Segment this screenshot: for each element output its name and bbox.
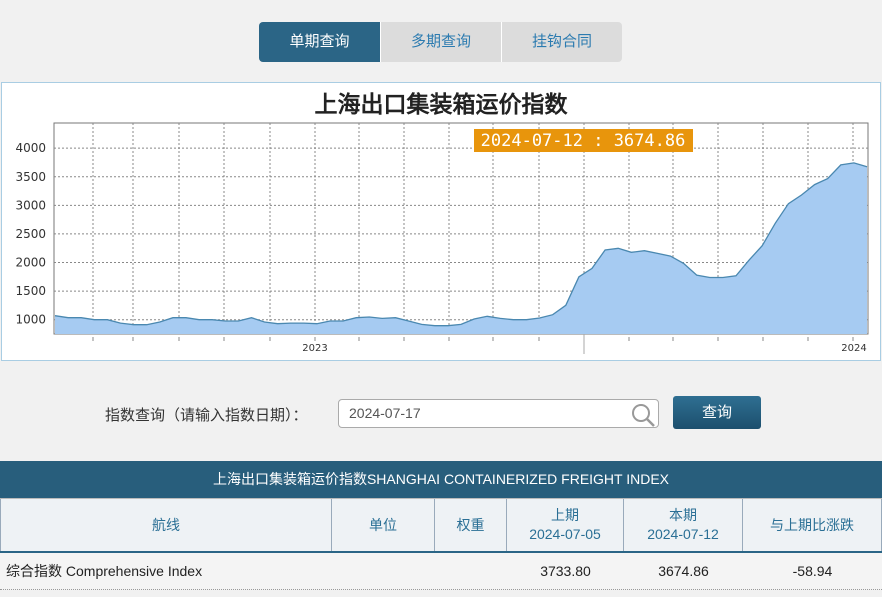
x-tick-label: 2024 (841, 343, 866, 354)
table-row: 综合指数 Comprehensive Index 3733.80 3674.86… (0, 553, 882, 590)
cell-unit (332, 553, 435, 589)
tab-linked-contracts[interactable]: 挂钩合同 (501, 22, 622, 62)
area-fill (55, 162, 867, 334)
header-previous-date: 2024-07-05 (529, 526, 601, 542)
tooltip-text: 2024-07-12 : 3674.86 (481, 131, 686, 151)
table-header: 航线 单位 权重 上期 2024-07-05 本期 2024-07-12 与上期比涨… (0, 498, 882, 553)
index-chart[interactable]: 1000 1500 2000 2500 3000 3500 4000 2023 2024 2024… (2, 83, 882, 362)
header-unit: 单位 (332, 499, 435, 551)
header-current-date: 2024-07-12 (647, 526, 719, 542)
cell-previous: 3733.80 (540, 563, 591, 579)
table-caption: 上海出口集装箱运价指数SHANGHAI CONTAINERIZED FREIGH… (0, 461, 882, 498)
y-tick-label: 2500 (15, 227, 46, 241)
y-tick-label: 3000 (15, 198, 46, 212)
index-table: 上海出口集装箱运价指数SHANGHAI CONTAINERIZED FREIGH… (0, 461, 882, 590)
cell-weight (435, 553, 507, 589)
tab-multi-period[interactable]: 多期查询 (380, 22, 501, 62)
y-tick-label: 1500 (15, 284, 46, 298)
x-tick-label: 2023 (302, 343, 327, 354)
chart-panel: 上海出口集装箱运价指数 1000 1500 2000 2500 3000 3500 4000… (1, 82, 881, 361)
cell-change: -58.94 (792, 563, 833, 579)
cell-current: 3674.86 (658, 563, 709, 579)
y-tick-label: 2000 (15, 256, 46, 270)
header-weight: 权重 (435, 499, 507, 551)
header-previous-label: 上期 (551, 507, 579, 523)
header-current-label: 本期 (669, 507, 697, 523)
y-tick-label: 3500 (15, 170, 46, 184)
header-previous: 上期 2024-07-05 (507, 499, 624, 551)
query-row: 指数查询（请输入指数日期）： 2024-07-17 查询 (0, 396, 882, 430)
header-change: 与上期比涨跌 (743, 499, 882, 551)
query-label: 指数查询（请输入指数日期）： (105, 407, 308, 424)
query-button[interactable]: 查询 (673, 396, 761, 429)
y-tick-label: 4000 (15, 141, 46, 155)
tooltip-box (474, 129, 693, 152)
tab-single-period[interactable]: 单期查询 (259, 22, 380, 62)
y-tick-label: 1000 (15, 313, 46, 327)
date-input[interactable]: 2024-07-17 (338, 399, 659, 428)
header-route: 航线 (0, 499, 332, 551)
header-current: 本期 2024-07-12 (624, 499, 743, 551)
chart-title: 上海出口集装箱运价指数 (314, 91, 568, 118)
query-tabs: 单期查询 多期查询 挂钩合同 (259, 22, 622, 62)
cell-route: 综合指数 Comprehensive Index (6, 563, 203, 579)
search-icon[interactable] (631, 403, 655, 427)
